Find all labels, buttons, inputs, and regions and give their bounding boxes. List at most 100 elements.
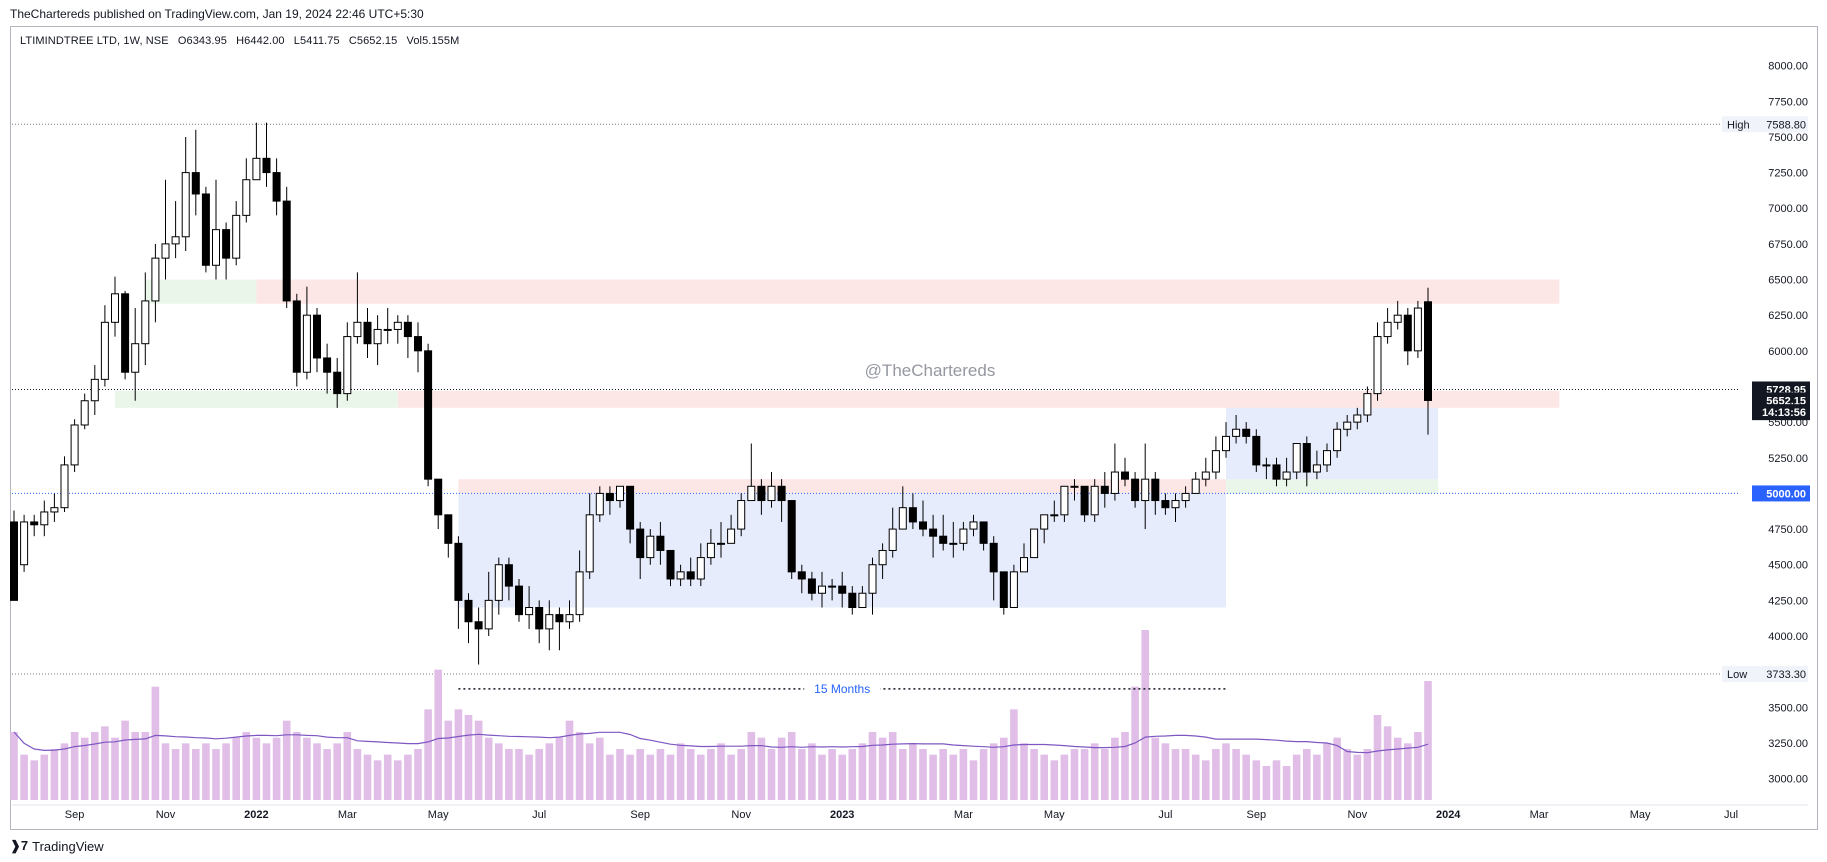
candle-body	[363, 321, 372, 345]
candle-body	[1292, 443, 1301, 473]
legend-low: L5411.75	[293, 35, 340, 47]
candle-body	[686, 571, 695, 580]
legend-close: C5652.15	[348, 35, 398, 47]
extreme-label-bg	[1722, 116, 1808, 133]
candle-body	[434, 478, 443, 516]
candle-body	[80, 400, 89, 426]
range-zone-7	[1226, 407, 1439, 480]
x-tick-label: Jul	[1724, 809, 1738, 821]
candle-body	[1222, 435, 1230, 452]
volume-bar	[565, 720, 574, 800]
candle-body	[313, 314, 321, 359]
volume-bar	[515, 749, 523, 800]
candle-body	[1171, 500, 1180, 509]
candle-body	[777, 485, 786, 502]
candle-body	[1030, 528, 1039, 559]
volume-bar	[1232, 749, 1240, 800]
volume-bar	[878, 737, 887, 800]
volume-bar	[989, 743, 998, 800]
volume-bar	[1333, 737, 1341, 800]
candle-body	[50, 507, 59, 513]
volume-bar	[313, 743, 321, 800]
y-tick-label: 7250.00	[1768, 168, 1808, 180]
tradingview-logo-icon[interactable]: ❱7	[10, 838, 29, 853]
candle-body	[747, 485, 756, 502]
legend-symbol[interactable]: LTIMINDTREE LTD, 1W, NSE	[20, 35, 169, 47]
x-tick-label: Mar	[338, 809, 357, 821]
candle-body	[393, 321, 402, 330]
volume-bar	[121, 720, 129, 800]
volume-bar	[293, 732, 301, 800]
volume-bar	[1353, 754, 1362, 800]
volume-bar	[474, 720, 483, 800]
volume-bar	[979, 749, 988, 800]
price-label: 5000.00	[1766, 488, 1806, 500]
candle-body	[1181, 492, 1190, 502]
supply-zone-4	[458, 479, 1226, 494]
candle-body	[1333, 428, 1342, 452]
volume-bar	[40, 754, 49, 800]
candle-body	[414, 336, 422, 352]
candle-body	[1302, 443, 1311, 473]
volume-bar	[363, 754, 372, 800]
y-tick-label: 4250.00	[1768, 595, 1808, 607]
volume-bar	[151, 686, 160, 800]
volume-bar	[1323, 743, 1331, 800]
volume-bar	[787, 732, 796, 800]
candle-body	[787, 500, 796, 573]
candle-body	[1312, 464, 1321, 473]
volume-bar	[828, 749, 836, 800]
candle-body	[1262, 464, 1271, 467]
candle-body	[676, 571, 685, 580]
candle-body	[100, 321, 109, 380]
volume-bar	[838, 754, 846, 800]
candle-body	[232, 214, 241, 259]
candle-body	[151, 257, 160, 302]
candle-body	[949, 542, 958, 545]
candle-body	[1242, 428, 1251, 437]
candle-body	[222, 229, 231, 259]
volume-bar	[111, 737, 119, 800]
volume-bar	[80, 737, 89, 800]
volume-bar	[1202, 760, 1210, 800]
volume-bar	[202, 743, 210, 800]
volume-bar	[808, 743, 816, 800]
y-tick-label: 7750.00	[1768, 96, 1808, 108]
volume-ma-line	[13, 731, 1429, 754]
volume-bar	[707, 749, 715, 800]
candle-body	[929, 528, 938, 537]
volume-bar	[626, 754, 634, 800]
x-tick-label: 2023	[830, 809, 854, 821]
footer-brand[interactable]: TradingView	[32, 838, 104, 854]
candle-body	[969, 521, 978, 530]
candle-body	[70, 424, 79, 466]
volume-bar	[959, 749, 968, 800]
volume-bar	[1303, 749, 1311, 800]
candle-body	[1323, 450, 1331, 466]
candle-body	[464, 599, 473, 623]
candle-body	[242, 179, 251, 216]
volume-bar	[383, 754, 392, 800]
volume-bar	[596, 737, 604, 800]
candle-body	[90, 378, 99, 402]
candle-body	[161, 243, 170, 259]
volume-bar	[1151, 737, 1160, 800]
candle-body	[282, 200, 291, 302]
volume-bar	[1090, 743, 1099, 800]
volume-bar	[535, 749, 543, 800]
volume-bar	[404, 754, 412, 800]
candle-body	[1252, 435, 1261, 466]
watermark-text: @TheChartereds	[865, 361, 996, 380]
volume-bar	[1161, 743, 1170, 800]
y-tick-label: 3250.00	[1768, 738, 1808, 750]
candle-body	[1090, 485, 1099, 516]
candle-body	[767, 485, 776, 502]
volume-bar	[949, 754, 958, 800]
volume-bar	[939, 749, 947, 800]
volume-bar	[929, 754, 937, 800]
volume-bar	[1242, 754, 1250, 800]
y-tick-label: 4000.00	[1768, 631, 1808, 643]
volume-bar	[1010, 709, 1018, 800]
volume-bar	[1101, 749, 1109, 800]
